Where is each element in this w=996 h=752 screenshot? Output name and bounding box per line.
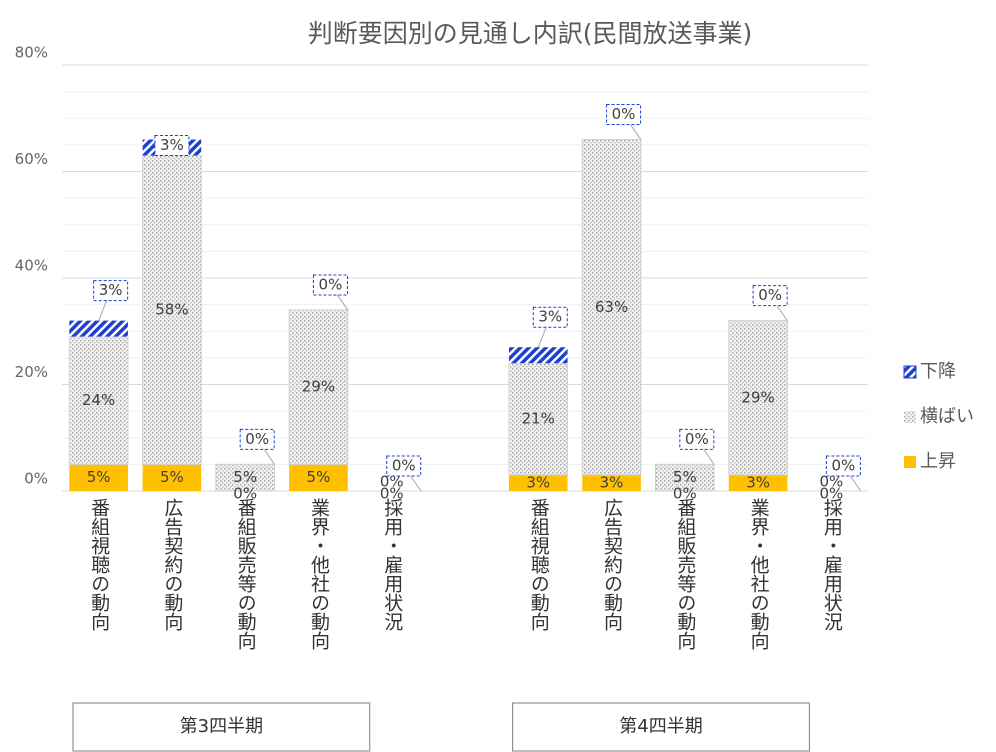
- legend-label: 下降: [920, 361, 956, 382]
- label-box: [532, 306, 568, 328]
- legend-label: 上昇: [920, 451, 956, 472]
- x-tick-label: 採用・雇用状況: [821, 498, 843, 631]
- data-label: 0%: [380, 485, 404, 503]
- bar-segment: [215, 463, 275, 492]
- data-label: 0%: [758, 286, 782, 304]
- y-tick-label: 20%: [15, 363, 48, 381]
- data-label: 63%: [595, 298, 628, 316]
- group-box: [512, 702, 810, 752]
- bar-segment: [69, 464, 128, 491]
- legend-swatch: [904, 411, 916, 423]
- bar-segment: [508, 362, 569, 476]
- legend-swatch: [903, 365, 917, 379]
- data-label: 0%: [831, 457, 855, 475]
- y-tick-label: 60%: [15, 150, 48, 168]
- bar-segment: [68, 336, 129, 465]
- data-label: 29%: [302, 378, 335, 396]
- legend-swatch: [904, 456, 916, 468]
- data-label: 5%: [160, 468, 184, 486]
- group-label: 第4四半期: [619, 716, 702, 737]
- bar-segment: [142, 464, 202, 491]
- data-label: 3%: [600, 474, 624, 492]
- y-tick-label: 80%: [15, 44, 48, 62]
- x-tick-label: 採用・雇用状況: [381, 498, 403, 631]
- data-label: 5%: [87, 468, 111, 486]
- data-label: 0%: [673, 485, 697, 503]
- data-label: 3%: [538, 308, 562, 326]
- bar-segment: [655, 463, 715, 492]
- legend-label: 横ばい: [920, 406, 974, 427]
- bar-segment: [508, 347, 568, 364]
- bar-segment: [69, 320, 128, 337]
- y-tick-label: 40%: [15, 257, 48, 275]
- label-box: [679, 428, 715, 450]
- bar-segment: [581, 139, 642, 476]
- y-tick-label: 0%: [24, 470, 48, 488]
- x-tick-label: 番組販売等の動向: [674, 498, 696, 650]
- data-label: 0%: [380, 473, 404, 491]
- x-tick-label: 業界・他社の動向: [748, 498, 770, 650]
- x-tick-label: 業界・他社の動向: [308, 498, 330, 650]
- group-label: 第3四半期: [180, 716, 263, 737]
- bar-segment: [289, 464, 348, 491]
- data-label: 24%: [82, 391, 115, 409]
- label-box: [239, 428, 275, 450]
- x-tick-label: 番組視聴の動向: [88, 498, 110, 631]
- x-tick-label: 広告契約の動向: [161, 498, 183, 631]
- bar-segment: [142, 155, 202, 465]
- label-box: [312, 274, 348, 296]
- data-label: 3%: [99, 281, 123, 299]
- data-label: 5%: [233, 468, 257, 486]
- data-label: 5%: [307, 468, 331, 486]
- data-label: 5%: [673, 468, 697, 486]
- group-box: [72, 702, 371, 752]
- bar-segment: [508, 475, 568, 491]
- label-box: [386, 455, 422, 477]
- data-label: 0%: [819, 473, 843, 491]
- x-tick-label: 番組販売等の動向: [235, 498, 257, 650]
- label-box: [154, 135, 190, 157]
- label-box: [825, 455, 861, 477]
- data-label: 58%: [155, 300, 188, 318]
- label-box: [606, 104, 642, 126]
- data-label: 0%: [319, 275, 343, 293]
- data-label: 0%: [392, 457, 416, 475]
- data-label: 3%: [746, 474, 770, 492]
- x-tick-label: 番組視聴の動向: [528, 498, 550, 631]
- bar-segment: [728, 475, 788, 491]
- data-label: 21%: [522, 410, 555, 428]
- data-label: 0%: [685, 430, 709, 448]
- data-label: 29%: [741, 388, 774, 406]
- chart-title: 判断要因別の見通し内訳(民間放送事業): [308, 19, 753, 48]
- data-label: 0%: [819, 485, 843, 503]
- label-box: [93, 280, 129, 302]
- data-label: 0%: [233, 485, 257, 503]
- data-label: 0%: [245, 430, 269, 448]
- data-label: 3%: [160, 136, 184, 154]
- bar-segment: [288, 309, 349, 465]
- bar-segment: [728, 320, 788, 476]
- data-label: 3%: [526, 474, 550, 492]
- label-box: [752, 285, 788, 307]
- data-label: 0%: [612, 105, 636, 123]
- bar-segment: [582, 475, 641, 491]
- x-tick-label: 広告契約の動向: [601, 498, 623, 631]
